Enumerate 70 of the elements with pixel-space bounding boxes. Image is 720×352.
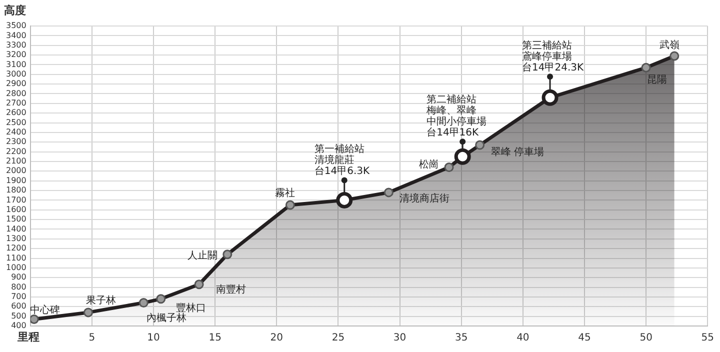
annotation: 霧社: [275, 187, 296, 200]
y-tick-label: 1800: [6, 186, 26, 195]
y-tick-label: 2700: [6, 98, 26, 108]
y-tick-label: 3400: [6, 30, 26, 40]
x-tick-label: 10: [147, 332, 160, 344]
x-tick-label: 25: [332, 332, 345, 344]
annotation: 昆陽: [647, 74, 668, 86]
point: [542, 89, 558, 106]
x-axis-title: 里程: [16, 330, 40, 344]
annotation: 松崗: [419, 158, 440, 170]
annotation: 果子林: [86, 294, 116, 306]
y-tick-label: 2800: [6, 88, 26, 98]
y-tick-label: 3300: [6, 40, 26, 50]
x-tick-label: 15: [208, 332, 222, 344]
annotation: 台14甲24.3K: [522, 62, 584, 74]
y-tick-label: 3200: [6, 50, 26, 60]
y-axis-title: 高度: [4, 4, 26, 17]
annotation: 鳶峰停車場: [522, 50, 572, 63]
y-tick-label: 1300: [6, 234, 26, 243]
y-tick-label: 3500: [6, 21, 26, 30]
point: [454, 148, 471, 165]
x-tick-label: 50: [640, 332, 652, 344]
y-tick-label: 1400: [6, 224, 26, 234]
y-tick-label: 900: [11, 272, 26, 282]
y-tick-label: 500: [11, 311, 26, 320]
annotation: 武嶺: [659, 39, 680, 51]
annotation: 清境龍莊: [314, 154, 354, 166]
y-tick-label: 1900: [6, 176, 26, 185]
y-tick-label: 400: [11, 321, 26, 330]
point: [336, 192, 353, 208]
y-tick-label: 1200: [6, 244, 26, 253]
annotation: 台14甲16K: [426, 126, 480, 139]
y-tick-label: 3000: [6, 69, 26, 78]
annotation: 內楓子林: [146, 312, 187, 324]
y-tick-label: 2000: [6, 166, 26, 176]
annotation: 中間小停車場: [426, 116, 487, 128]
annotation: 中心碑: [30, 304, 60, 316]
annotation: 梅峰、翠峰: [426, 104, 477, 117]
x-tick-label: 5: [88, 332, 96, 344]
y-tick-label: 2900: [6, 79, 26, 88]
x-tick-label: 30: [393, 332, 406, 344]
x-tick-label: 35: [454, 332, 468, 344]
x-tick-label: 55: [701, 332, 714, 344]
y-tick-label: 2500: [6, 118, 26, 127]
y-tick-label: 800: [11, 282, 26, 292]
y-tick-label: 1000: [6, 263, 26, 272]
y-tick-label: 2300: [6, 137, 26, 146]
annotation: 翠峰 停車場: [490, 146, 544, 158]
y-tick-label: 600: [11, 302, 26, 311]
annotation: 第一補給站: [314, 143, 364, 156]
annotation: 台14甲6.3K: [314, 165, 370, 178]
y-tick-label: 1500: [6, 214, 26, 224]
y-tick-label: 3100: [6, 60, 26, 69]
y-tick-label: 2100: [6, 156, 26, 166]
y-tick-label: 2200: [6, 146, 26, 156]
annotation: 清境商店街: [400, 192, 450, 204]
y-tick-label: 2600: [6, 108, 26, 118]
y-tick-label: 700: [11, 292, 26, 302]
y-tick-label: 2400: [6, 128, 26, 137]
annotation: 第二補給站: [426, 94, 477, 106]
y-tick-label: 1600: [6, 204, 26, 214]
x-tick-label: 45: [578, 332, 591, 344]
x-tick-label: 40: [516, 332, 530, 344]
annotation: 第三補給站: [522, 40, 572, 52]
annotation: 人止關: [187, 249, 218, 262]
x-tick-label: 20: [270, 332, 284, 344]
y-tick-label: 1700: [6, 195, 26, 204]
y-tick-label: 1100: [6, 253, 26, 262]
annotation: 南豐村: [216, 283, 246, 296]
annotation: 豐林口: [176, 302, 206, 314]
